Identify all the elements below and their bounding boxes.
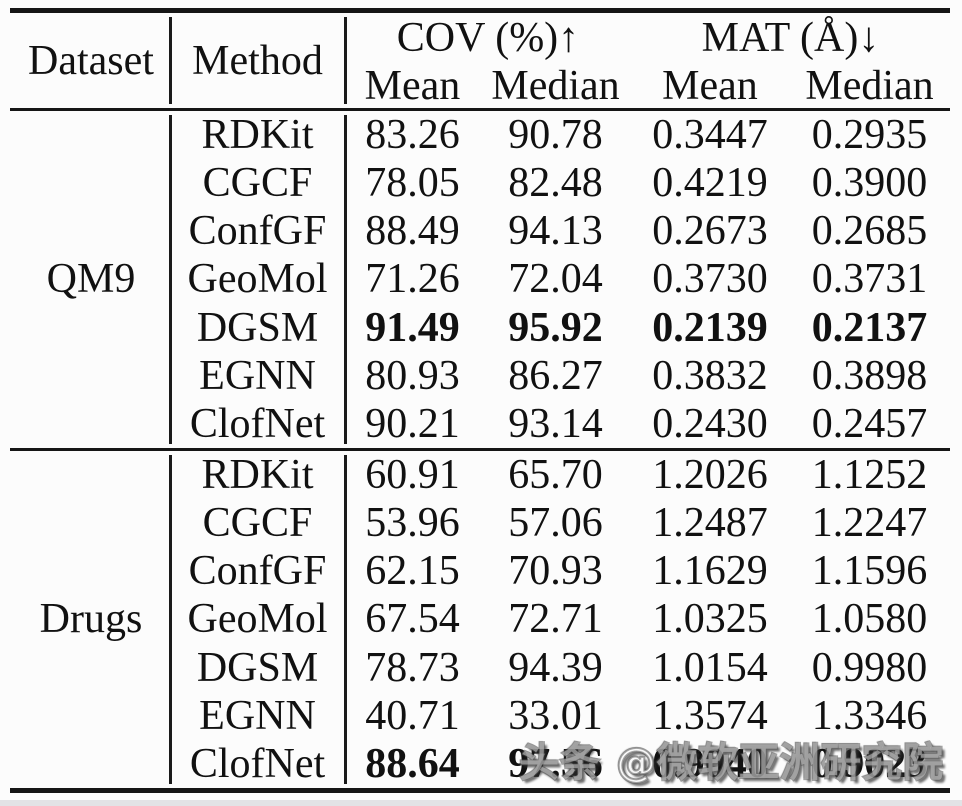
method-cell: DGSM [196, 644, 319, 691]
mat-mean-cell: 0.9040 [652, 740, 768, 787]
cov-mean-cell: 53.96 [365, 500, 460, 547]
mat-mean-cell: 1.0325 [652, 596, 768, 643]
vertical-divider [344, 17, 347, 104]
method-cell: DGSM [196, 304, 319, 351]
mat-mean-cell: 1.2487 [652, 500, 768, 547]
cov-median-cell: 33.01 [508, 692, 603, 739]
mat-mean-cell: 1.3574 [652, 692, 768, 739]
method-cell: RDKit [201, 452, 314, 499]
vertical-divider [344, 455, 347, 784]
mat-median-cell: 0.3900 [811, 160, 928, 207]
mat-mean-cell: 1.2026 [652, 452, 768, 499]
cov-median-cell: 82.48 [508, 160, 603, 207]
cov-median-cell: 86.27 [508, 352, 603, 399]
table-top-rule [10, 8, 950, 13]
method-cell: ClofNet [189, 400, 326, 447]
vertical-divider [169, 455, 172, 784]
cov-mean-cell: 83.26 [365, 112, 460, 159]
mat-median-cell: 0.2457 [811, 400, 928, 447]
mat-median-cell: 0.2137 [811, 304, 928, 351]
cov-median-cell: 70.93 [508, 548, 603, 595]
cov-mean-cell: 40.71 [365, 692, 460, 739]
dataset-label: QM9 [46, 256, 136, 303]
method-cell: ConfGF [188, 548, 327, 595]
cov-mean-cell: 88.64 [365, 740, 460, 787]
cov-median-cell: 94.39 [508, 644, 603, 691]
column-group-cov: COV (%)↑ [396, 15, 580, 61]
cov-mean-cell: 62.15 [365, 548, 460, 595]
method-cell: ClofNet [189, 740, 326, 787]
section-divider-rule [10, 448, 950, 451]
method-cell: EGNN [199, 352, 316, 399]
mat-median-cell: 1.1596 [811, 548, 928, 595]
mat-median-cell: 0.9023 [811, 740, 928, 787]
cov-median-cell: 97.56 [508, 740, 603, 787]
mat-median-cell: 1.0580 [811, 596, 928, 643]
vertical-divider [344, 115, 347, 444]
mat-mean-cell: 0.3447 [652, 112, 768, 159]
cov-mean-cell: 67.54 [365, 596, 460, 643]
cov-median-cell: 65.70 [508, 452, 603, 499]
mat-mean-cell: 0.2673 [652, 208, 768, 255]
method-cell: ConfGF [188, 208, 327, 255]
cov-mean-cell: 91.49 [365, 304, 460, 351]
mat-mean-cell: 0.4219 [652, 160, 768, 207]
cov-mean-cell: 90.21 [365, 400, 460, 447]
cov-median-cell: 90.78 [508, 112, 603, 159]
cov-median-cell: 57.06 [508, 500, 603, 547]
mat-median-cell: 0.2685 [811, 208, 928, 255]
mat-median-cell: 1.3346 [811, 692, 928, 739]
table-bottom-rule [10, 788, 950, 793]
header-bottom-rule [10, 108, 950, 111]
cov-mean-cell: 88.49 [365, 208, 460, 255]
subheader-mat-mean: Mean [662, 62, 758, 109]
column-header-dataset: Dataset [28, 37, 154, 84]
column-header-method: Method [192, 37, 323, 84]
method-cell: GeoMol [187, 256, 328, 303]
mat-mean-cell: 1.1629 [652, 548, 768, 595]
method-cell: GeoMol [187, 596, 328, 643]
section-drugs: Drugs RDKit 60.91 65.70 1.2026 1.1252 CGCF 53.… [12, 451, 950, 788]
mat-mean-cell: 0.3730 [652, 256, 768, 303]
mat-median-cell: 0.3898 [811, 352, 928, 399]
vertical-divider [169, 17, 172, 104]
mat-mean-cell: 0.3832 [652, 352, 768, 399]
mat-mean-cell: 0.2139 [652, 304, 768, 351]
subheader-cov-median: Median [491, 62, 620, 109]
cov-mean-cell: 80.93 [365, 352, 460, 399]
mat-median-cell: 0.2935 [811, 112, 928, 159]
cov-median-cell: 93.14 [508, 400, 603, 447]
subheader-cov-mean: Mean [364, 62, 461, 109]
method-cell: CGCF [202, 160, 313, 207]
vertical-divider [169, 115, 172, 444]
subheader-mat-median: Median [805, 62, 934, 109]
method-cell: EGNN [199, 692, 316, 739]
cov-median-cell: 72.71 [508, 596, 603, 643]
mat-median-cell: 1.2247 [811, 500, 928, 547]
cov-mean-cell: 78.05 [365, 160, 460, 207]
cov-median-cell: 95.92 [508, 304, 603, 351]
dataset-label: Drugs [39, 596, 143, 643]
cov-median-cell: 72.04 [508, 256, 603, 303]
section-qm9: QM9 RDKit 83.26 90.78 0.3447 0.2935 CGCF 78.05… [12, 111, 950, 448]
table-header: Dataset Method COV (%)↑ MAT (Å)↓ Mean Me… [12, 13, 950, 108]
image-bottom-edge [0, 800, 962, 806]
mat-median-cell: 0.3731 [811, 256, 928, 303]
mat-median-cell: 0.9980 [811, 644, 928, 691]
method-cell: CGCF [202, 500, 313, 547]
column-group-mat: MAT (Å)↓ [701, 15, 880, 61]
method-cell: RDKit [201, 112, 314, 159]
toutiao-watermark: 头条 @微软亚洲研究院 [518, 739, 944, 787]
cov-mean-cell: 60.91 [365, 452, 460, 499]
cov-mean-cell: 71.26 [365, 256, 460, 303]
mat-median-cell: 1.1252 [811, 452, 928, 499]
mat-mean-cell: 0.2430 [652, 400, 768, 447]
cov-median-cell: 94.13 [508, 208, 603, 255]
mat-mean-cell: 1.0154 [652, 644, 768, 691]
cov-mean-cell: 78.73 [365, 644, 460, 691]
